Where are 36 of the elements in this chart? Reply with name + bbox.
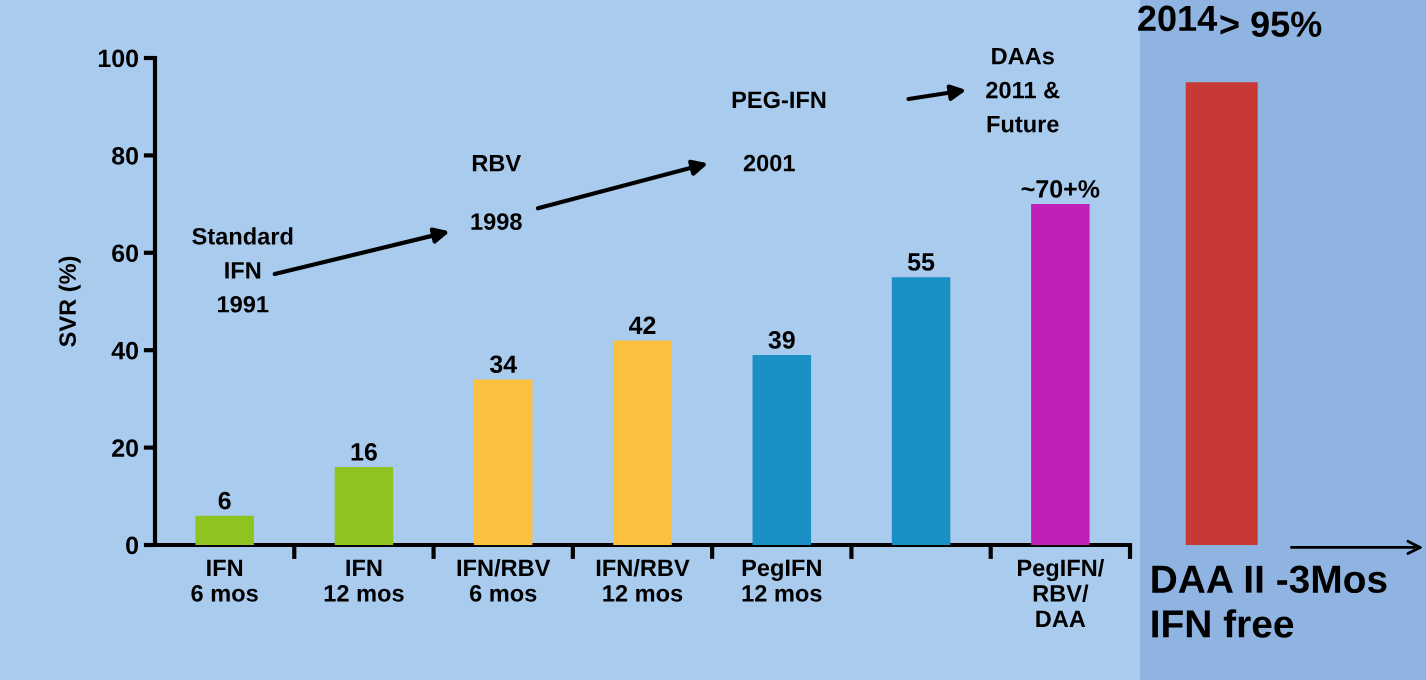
data-label: > 95% [1220, 11, 1322, 37]
y-tick-label: 40 [111, 341, 139, 360]
x-tick-label: PegIFN/ RBV/ DAA [1017, 558, 1105, 627]
annotation: 2001 [743, 154, 795, 172]
y-tick-label: 60 [112, 244, 139, 263]
data-label: 16 [351, 443, 377, 461]
y-tick-label: 80 [112, 147, 139, 165]
x-tick-label: IFN 12 mos [324, 559, 404, 602]
annotation: DAAs 2011 & Future [986, 47, 1060, 133]
bar [195, 515, 254, 545]
data-label: 34 [489, 355, 517, 374]
text: 2014 [1138, 5, 1218, 32]
annotation: PEG-IFN [732, 91, 826, 109]
data-label: ~70+% [1021, 180, 1100, 198]
data-label: 42 [628, 316, 656, 334]
annotation: 1998 [471, 213, 522, 230]
x-tick-label: IFN/RBV 12 mos [596, 558, 690, 602]
annotation: RBV [472, 155, 522, 172]
bar [613, 340, 672, 545]
y-tick-label: 100 [98, 49, 139, 68]
x-tick-label: IFN 6 mos [191, 559, 258, 602]
annotation: Standard IFN 1991 [192, 227, 293, 313]
bar [752, 355, 812, 545]
bar [891, 277, 951, 545]
bar [473, 379, 533, 545]
y-tick-label: 20 [112, 439, 139, 457]
bar [1031, 204, 1090, 545]
x-tick-label: DAA II -3Mos IFN free [1152, 565, 1387, 638]
data-label: 39 [768, 331, 795, 349]
y-axis-title: SVR (%) [58, 256, 81, 347]
x-tick-label: IFN/RBV 6 mos [457, 558, 551, 602]
data-label: 55 [907, 253, 935, 271]
x-tick-label: PegIFN 12 mos [742, 559, 822, 602]
bar [334, 467, 394, 545]
y-tick-label: 0 [126, 536, 138, 555]
data-label: 6 [218, 491, 231, 510]
